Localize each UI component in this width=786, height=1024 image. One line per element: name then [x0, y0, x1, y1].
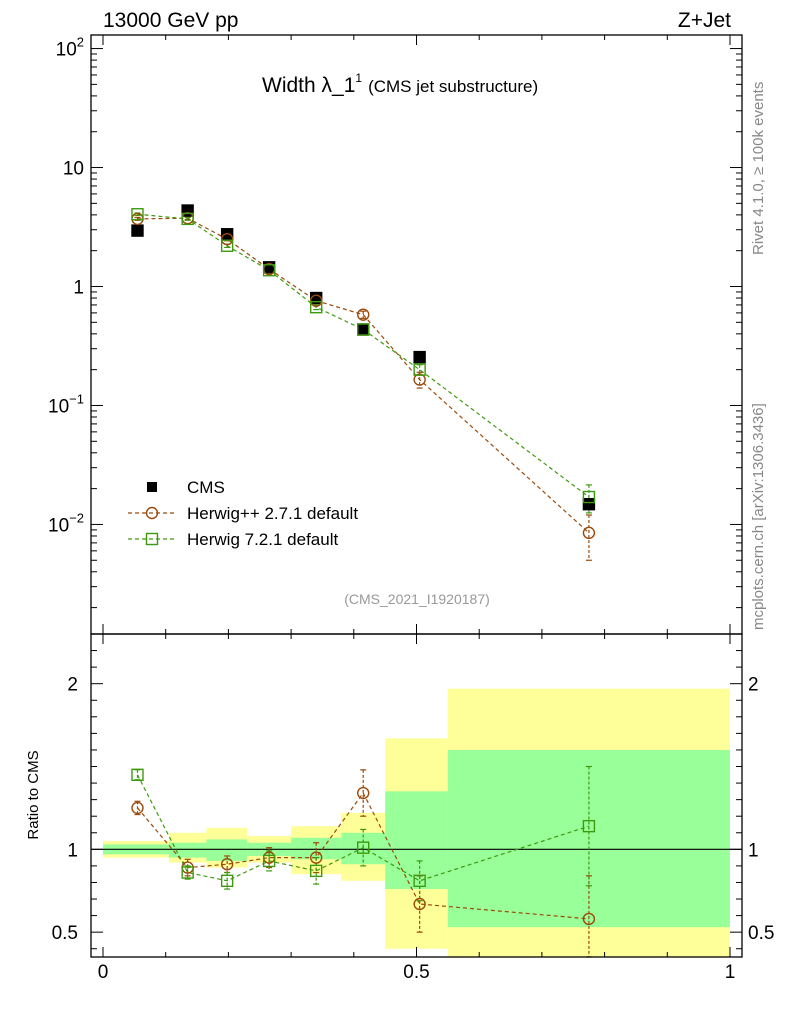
legend-herwigpp-marker — [145, 506, 159, 520]
legend-label: Herwig 7.2.1 default — [187, 530, 338, 549]
herwigpp-point — [309, 294, 323, 307]
herwig7-line — [137, 213, 590, 498]
ratio-herwigpp-point — [220, 858, 234, 871]
ratio-herwig7-line — [136, 774, 590, 882]
legend-herwig7-marker — [145, 532, 159, 546]
chart-title-sup: 1 — [355, 71, 362, 85]
ratio-y-tick-label-left: 0.5 — [52, 923, 78, 944]
herwig7-point — [181, 212, 194, 226]
cms-point — [357, 323, 370, 336]
ratio-herwigpp-point — [413, 897, 426, 911]
ratio-plot — [91, 765, 742, 958]
herwigpp-point — [413, 373, 426, 386]
x-tick-label: 0.5 — [403, 962, 429, 983]
ratio-y-tick-label-right: 2 — [748, 675, 759, 696]
y-tick-label: 10−2 — [48, 510, 84, 536]
herwigpp-point — [582, 526, 596, 540]
ratio-herwig7-point — [309, 864, 323, 878]
ratio-herwigpp-point — [131, 801, 144, 815]
cms-point — [582, 497, 596, 511]
rivet-label: Rivet 4.1.0, ≥ 100k events — [750, 82, 767, 255]
legend-label: Herwig++ 2.7.1 default — [187, 504, 358, 523]
mcplots-label: mcplots.cern.ch [arXiv:1306.3436] — [750, 403, 767, 630]
ratio-herwig7-point — [220, 874, 234, 888]
watermark: (CMS_2021_I1920187) — [344, 591, 490, 607]
y-tick-label: 1 — [73, 278, 84, 299]
main-plot — [131, 204, 596, 561]
ratio-herwigpp-point — [309, 851, 323, 864]
ratio-herwigpp-line — [137, 791, 589, 920]
chart-title-main: Width λ_1 — [262, 74, 355, 97]
green-band — [385, 791, 448, 890]
legend: CMS Herwig++ 2.7.1 default Herwig 7.2.1 de… — [128, 478, 358, 549]
y-tick-label: 102 — [56, 35, 84, 61]
herwig7-point — [131, 208, 144, 221]
herwig7-point — [309, 300, 323, 314]
ratio-bands — [103, 688, 730, 957]
herwig7-point — [262, 264, 276, 277]
legend-cms-marker — [147, 482, 157, 492]
green-band — [206, 839, 248, 861]
y-tick-label: 10 — [63, 159, 84, 180]
legend-label: CMS — [187, 478, 225, 497]
x-tick-label: 1 — [725, 962, 736, 983]
ratio-y-tick-label-right: 1 — [748, 840, 759, 861]
chart-title: Width λ_11 (CMS jet substructure) — [262, 71, 538, 97]
ratio-y-tick-label-left: 1 — [67, 840, 78, 861]
y-tick-label: 10−1 — [48, 391, 84, 417]
ratio-herwig7-point — [181, 866, 194, 879]
cms-point — [181, 204, 194, 217]
herwig7-point — [357, 323, 370, 336]
ratio-herwig7-point — [413, 874, 426, 888]
herwigpp-point — [357, 308, 370, 321]
cms-point — [413, 350, 426, 364]
herwigpp-line — [137, 217, 590, 534]
green-band — [341, 832, 386, 865]
green-band — [168, 842, 207, 858]
ratio-herwig7-point — [262, 854, 276, 868]
header-right: Z+Jet — [678, 9, 731, 32]
ratio-herwig7-point — [357, 841, 370, 854]
chart-subtitle: (CMS jet substructure) — [368, 77, 538, 96]
header-left: 13000 GeV pp — [103, 9, 238, 32]
ratio-herwig7-point — [131, 768, 144, 781]
cms-point — [131, 224, 144, 237]
ratio-herwigpp-point — [357, 786, 370, 800]
ratio-ylabel: Ratio to CMS — [25, 750, 42, 839]
ratio-y-tick-label-left: 2 — [67, 675, 78, 696]
ratio-herwigpp-point — [582, 912, 596, 926]
ratio-y-tick-label-right: 0.5 — [748, 923, 774, 944]
herwigpp-point — [220, 232, 234, 246]
plot-frames: 0 0.5 1 102 10 1 10−1 10−2 0.5 0.5 1 1 2 2 — [48, 34, 774, 983]
herwig7-point — [582, 490, 596, 504]
herwig7-point — [413, 363, 426, 376]
ratio-herwig7-point — [582, 819, 596, 833]
x-tick-label: 0 — [98, 962, 109, 983]
herwig7-point — [220, 239, 234, 252]
